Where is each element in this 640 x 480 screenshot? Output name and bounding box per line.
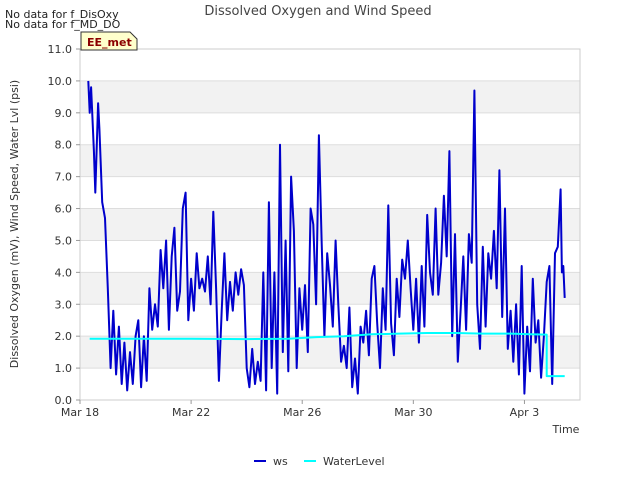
y-axis-label: Dissolved Oxygen (mV), Wind Speed, Water… bbox=[8, 80, 21, 368]
y-tick-label: 7.0 bbox=[55, 171, 73, 184]
background-band bbox=[80, 144, 580, 177]
y-tick-label: 5.0 bbox=[55, 234, 73, 247]
background-band bbox=[80, 208, 580, 241]
x-tick-label: Apr 3 bbox=[510, 406, 540, 419]
y-tick-label: 11.0 bbox=[48, 43, 73, 56]
background-band bbox=[80, 304, 580, 337]
y-tick-label: 1.0 bbox=[55, 362, 73, 375]
y-tick-label: 4.0 bbox=[55, 266, 73, 279]
y-tick-label: 0.0 bbox=[55, 394, 73, 407]
y-tick-label: 9.0 bbox=[55, 107, 73, 120]
y-tick-label: 6.0 bbox=[55, 203, 73, 216]
x-tick-label: Mar 18 bbox=[61, 406, 99, 419]
station-badge-shape bbox=[80, 31, 138, 51]
station-badge-label: EE_met bbox=[87, 36, 132, 49]
plot-frame bbox=[79, 48, 581, 401]
legend-label-ws: ws bbox=[273, 455, 288, 468]
x-tick-label: Mar 30 bbox=[394, 406, 432, 419]
y-tick-label: 8.0 bbox=[55, 139, 73, 152]
station-badge: EE_met bbox=[80, 31, 138, 51]
background-band bbox=[80, 80, 580, 113]
no-data-notice-md-do: No data for f_MD_DO bbox=[5, 18, 121, 31]
background-band bbox=[80, 336, 580, 369]
series-line-waterlevel bbox=[89, 332, 565, 378]
y-tick-label: 2.0 bbox=[55, 330, 73, 343]
background-band bbox=[80, 176, 580, 209]
chart-title: Dissolved Oxygen and Wind Speed bbox=[204, 4, 431, 19]
background-band bbox=[80, 49, 580, 81]
x-tick-label: Mar 22 bbox=[172, 406, 210, 419]
legend-label-waterlevel: WaterLevel bbox=[323, 455, 385, 468]
x-axis-label: Time bbox=[552, 423, 580, 436]
background-band bbox=[80, 112, 580, 145]
y-tick-label: 3.0 bbox=[55, 298, 73, 311]
background-band bbox=[80, 368, 580, 400]
x-tick-label: Mar 26 bbox=[283, 406, 321, 419]
y-tick-label: 10.0 bbox=[48, 75, 73, 88]
legend: ws WaterLevel bbox=[254, 455, 385, 468]
no-data-notice-disoxy: No data for f_DisOxy bbox=[5, 8, 119, 21]
